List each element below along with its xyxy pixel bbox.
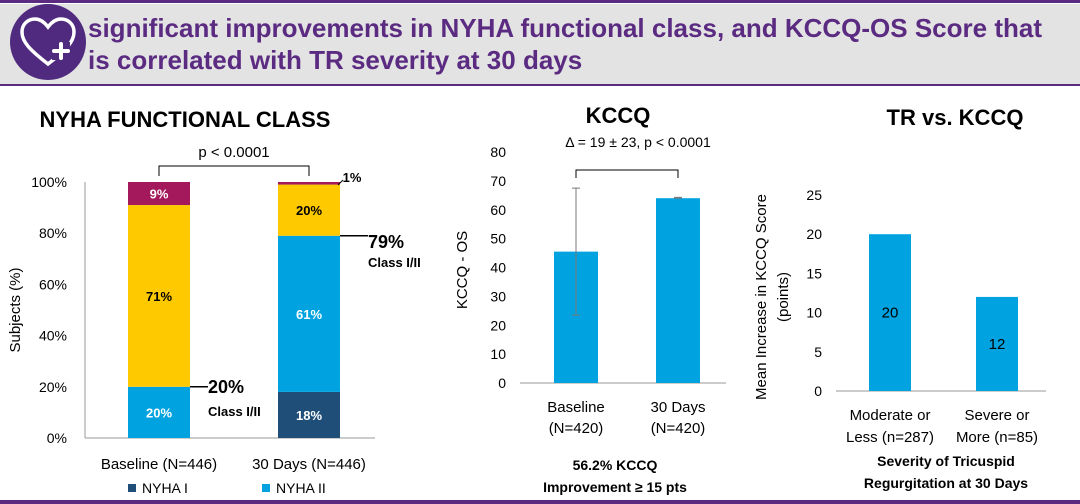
nyha-segment-label: 61% bbox=[296, 307, 322, 322]
nyha-pvalue-bracket bbox=[158, 165, 310, 176]
kccq-y-tick-label: 10 bbox=[490, 346, 506, 362]
nyha-y-axis-label: Subjects (%) bbox=[7, 267, 24, 352]
nyha-chart-title: NYHA FUNCTIONAL CLASS bbox=[40, 107, 331, 132]
title-banner bbox=[0, 4, 1080, 84]
kccq-chart-title: KCCQ bbox=[586, 103, 651, 128]
tr-bar bbox=[869, 234, 911, 391]
tr-x-tick-label: Severe or More (n=85) bbox=[956, 407, 1038, 446]
nyha-baseline-total: 20% bbox=[208, 377, 244, 397]
nyha-legend-swatch bbox=[128, 484, 136, 492]
nyha-y-tick-label: 60% bbox=[39, 276, 67, 292]
tr-y-tick-label: 5 bbox=[814, 344, 822, 360]
nyha-baseline-class: Class I/II bbox=[208, 404, 261, 419]
tr-chart-title: TR vs. KCCQ bbox=[887, 105, 1024, 130]
kccq-delta-label: Δ = 19 ± 23, p < 0.0001 bbox=[565, 134, 711, 150]
nyha-y-tick-label: 80% bbox=[39, 225, 67, 241]
kccq-y-tick-label: 80 bbox=[490, 144, 506, 160]
kccq-y-axis-label: KCCQ - OS bbox=[454, 231, 471, 309]
tr-y-tick-label: 25 bbox=[806, 187, 822, 203]
kccq-y-tick-label: 40 bbox=[490, 260, 506, 276]
banner-top-rule bbox=[0, 0, 1080, 3]
kccq-y-tick-label: 50 bbox=[490, 231, 506, 247]
nyha-y-tick-label: 20% bbox=[39, 379, 67, 395]
tr-y-tick-label: 20 bbox=[806, 226, 822, 242]
nyha-y-tick-label: 40% bbox=[39, 328, 67, 344]
tr-y-axis-label: Mean Increase in KCCQ Score (points) bbox=[753, 194, 792, 400]
nyha-bar-segment bbox=[278, 182, 340, 185]
nyha-legend-label: NYHA II bbox=[276, 480, 326, 496]
kccq-y-tick-label: 20 bbox=[490, 317, 506, 333]
heart-plus-icon bbox=[20, 17, 76, 67]
nyha-y-tick-label: 0% bbox=[47, 430, 67, 446]
nyha-bar-segment bbox=[128, 182, 190, 206]
banner-bottom-rule bbox=[0, 84, 1080, 86]
tr-y-tick-label: 10 bbox=[806, 305, 822, 321]
nyha-segment-label: 20% bbox=[146, 405, 172, 420]
nyha-legend-label: NYHA I bbox=[142, 480, 188, 496]
nyha-segment-label-outside: 1% bbox=[343, 170, 362, 185]
nyha-y-tick-label: 100% bbox=[31, 174, 67, 190]
kccq-x-tick-label: 30 Days (N=420) bbox=[650, 399, 705, 437]
kccq-delta-bracket bbox=[575, 169, 679, 178]
nyha-bar-segment bbox=[128, 205, 190, 387]
tr-y-tick-label: 15 bbox=[806, 265, 822, 281]
kccq-x-tick-label: Baseline (N=420) bbox=[547, 399, 605, 437]
nyha-day30-total: 79% bbox=[368, 232, 404, 252]
nyha-day30-class: Class I/II bbox=[368, 255, 421, 270]
logo bbox=[10, 4, 86, 80]
nyha-bar-segment bbox=[128, 386, 190, 438]
nyha-pvalue-label: p < 0.0001 bbox=[198, 144, 269, 161]
tr-data-label: 20 bbox=[882, 305, 899, 322]
nyha-bar-segment bbox=[278, 391, 340, 438]
tr-x-axis-label: Severity of Tricuspid Regurgitation at 30… bbox=[864, 453, 1028, 491]
kccq-y-tick-label: 30 bbox=[490, 288, 506, 304]
kccq-y-tick-label: 0 bbox=[498, 375, 506, 391]
kccq-y-tick-label: 70 bbox=[490, 173, 506, 189]
tr-x-tick-label: Moderate or Less (n=287) bbox=[846, 407, 934, 446]
tr-bar bbox=[976, 296, 1018, 391]
nyha-legend-swatch bbox=[262, 484, 270, 492]
nyha-bar-segment bbox=[278, 184, 340, 236]
nyha-callout-line bbox=[337, 179, 344, 186]
kccq-y-tick-label: 60 bbox=[490, 202, 506, 218]
tr-data-label: 12 bbox=[989, 336, 1006, 353]
nyha-x-tick-label: Baseline (N=446) bbox=[101, 456, 217, 473]
nyha-segment-label: 20% bbox=[296, 203, 322, 218]
nyha-x-tick-label: 30 Days (N=446) bbox=[252, 456, 366, 473]
nyha-bar-segment bbox=[278, 235, 340, 392]
kccq-footnote: 56.2% KCCQ Improvement ≥ 15 pts bbox=[543, 457, 687, 495]
page-title: significant improvements in NYHA functio… bbox=[88, 13, 1042, 75]
nyha-segment-label: 71% bbox=[146, 289, 172, 304]
tr-y-tick-label: 0 bbox=[814, 383, 822, 399]
footer-rule bbox=[0, 500, 1080, 504]
nyha-segment-label: 9% bbox=[150, 187, 169, 202]
nyha-segment-label: 18% bbox=[296, 408, 322, 423]
kccq-bar bbox=[656, 198, 700, 383]
